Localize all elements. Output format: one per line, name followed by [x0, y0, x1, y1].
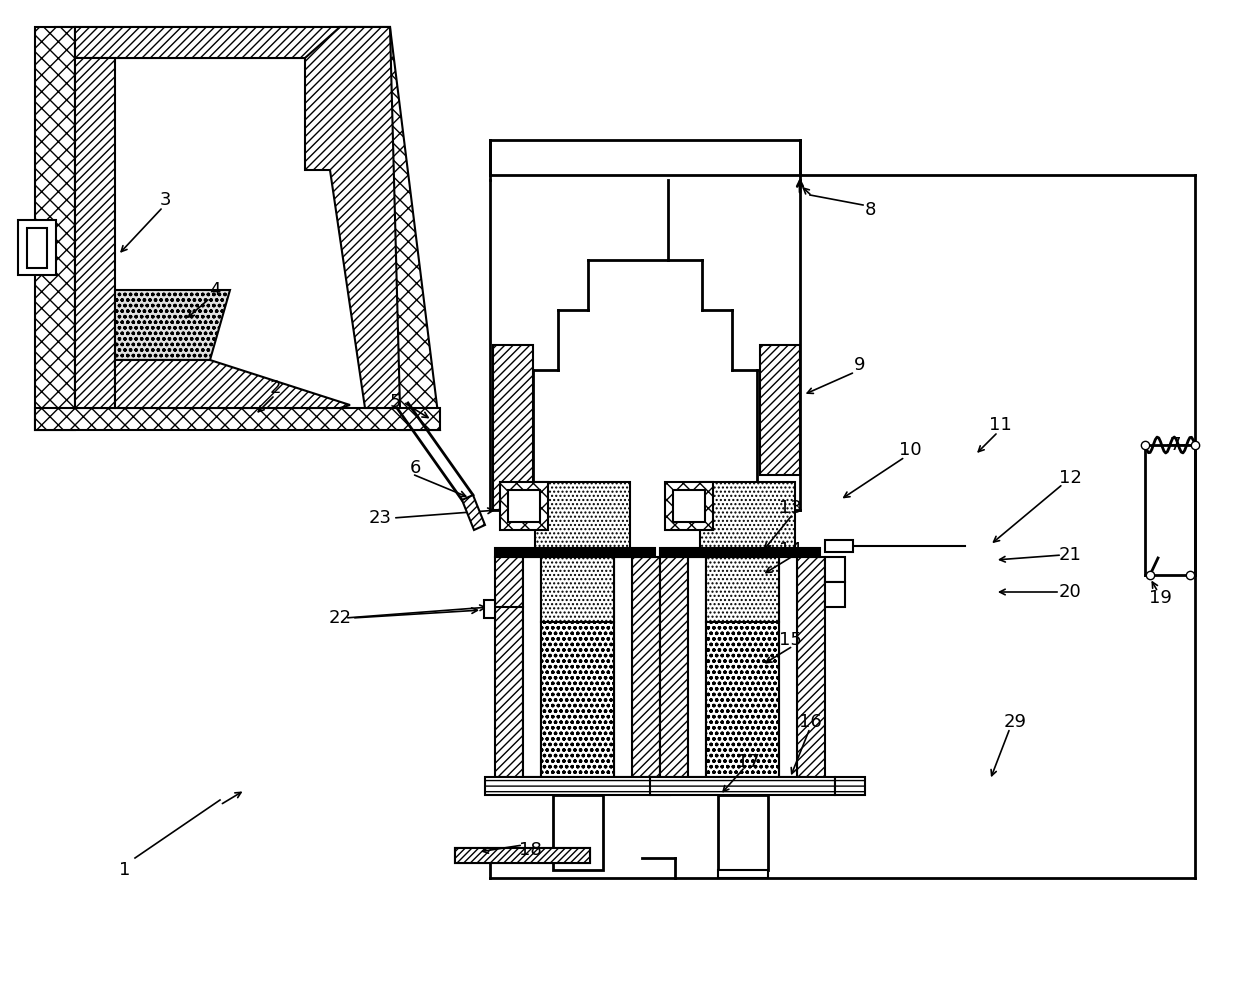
- Bar: [706, 557, 779, 622]
- Text: 4: 4: [210, 281, 221, 299]
- Bar: [494, 345, 533, 510]
- Bar: [760, 345, 800, 475]
- Text: 22: 22: [329, 609, 351, 627]
- Bar: [27, 228, 47, 268]
- Text: 6: 6: [409, 459, 420, 477]
- Polygon shape: [115, 290, 229, 360]
- Text: 18: 18: [518, 841, 542, 859]
- Bar: [541, 557, 614, 622]
- Bar: [825, 557, 844, 582]
- Bar: [825, 540, 853, 552]
- Bar: [614, 557, 632, 777]
- Bar: [718, 870, 768, 878]
- Polygon shape: [35, 27, 74, 430]
- Polygon shape: [463, 495, 485, 530]
- Text: 21: 21: [1059, 546, 1081, 564]
- Bar: [541, 622, 614, 777]
- Bar: [495, 548, 655, 557]
- Text: 15: 15: [779, 631, 801, 649]
- Text: 17: 17: [737, 753, 759, 771]
- Text: 7: 7: [1169, 436, 1180, 454]
- Polygon shape: [74, 27, 340, 58]
- Text: 14: 14: [779, 541, 801, 559]
- Text: 8: 8: [864, 201, 875, 219]
- Text: 20: 20: [1059, 583, 1081, 601]
- Bar: [650, 777, 835, 795]
- Bar: [508, 490, 539, 522]
- Bar: [701, 482, 795, 554]
- Text: 11: 11: [988, 416, 1012, 434]
- Text: 29: 29: [1003, 713, 1027, 731]
- Bar: [500, 482, 548, 530]
- Bar: [797, 557, 825, 777]
- Bar: [673, 490, 706, 522]
- Bar: [706, 622, 779, 777]
- Text: 1: 1: [119, 861, 130, 879]
- Polygon shape: [115, 360, 350, 408]
- Text: 9: 9: [854, 356, 866, 374]
- Text: 23: 23: [368, 509, 392, 527]
- Text: 12: 12: [1059, 469, 1081, 487]
- Bar: [665, 482, 713, 530]
- Text: 2: 2: [269, 379, 280, 397]
- Bar: [779, 557, 797, 777]
- Polygon shape: [115, 58, 365, 408]
- Polygon shape: [340, 27, 440, 430]
- Bar: [484, 600, 495, 618]
- Bar: [495, 557, 523, 777]
- Text: 13: 13: [779, 499, 801, 517]
- Bar: [534, 482, 630, 554]
- Bar: [660, 557, 688, 777]
- Bar: [835, 777, 866, 795]
- Bar: [523, 557, 541, 777]
- Bar: [485, 777, 670, 795]
- Bar: [632, 557, 660, 777]
- Text: 5: 5: [389, 393, 401, 411]
- Text: 16: 16: [799, 713, 821, 731]
- Polygon shape: [35, 408, 440, 430]
- Polygon shape: [305, 27, 401, 408]
- Bar: [19, 220, 56, 275]
- Bar: [455, 848, 590, 863]
- Bar: [660, 548, 820, 557]
- Bar: [553, 795, 603, 870]
- Bar: [455, 848, 590, 863]
- Bar: [825, 582, 844, 607]
- Bar: [688, 557, 706, 777]
- Text: 19: 19: [1148, 589, 1172, 607]
- Text: 3: 3: [159, 191, 171, 209]
- Text: 10: 10: [899, 441, 921, 459]
- Polygon shape: [55, 27, 391, 58]
- Bar: [718, 795, 768, 870]
- Polygon shape: [74, 58, 115, 408]
